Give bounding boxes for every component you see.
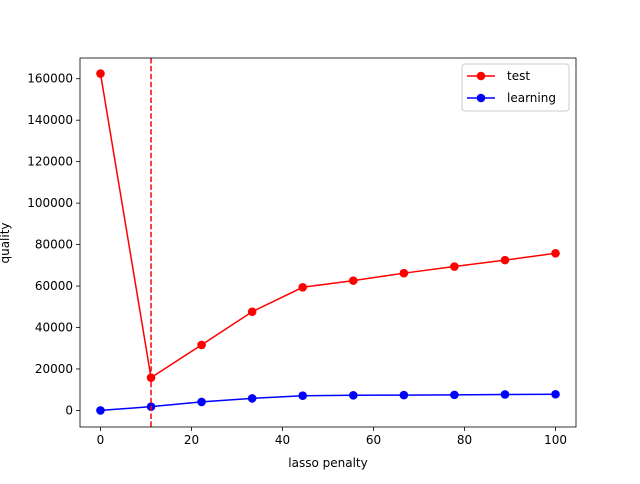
data-point-learning — [96, 406, 105, 415]
data-point-learning — [197, 397, 206, 407]
data-point-learning — [551, 389, 560, 399]
data-point-test — [500, 255, 510, 265]
legend-marker-test — [476, 71, 486, 81]
data-point-learning — [450, 390, 459, 400]
x-tick-label: 60 — [366, 433, 381, 447]
data-point-learning — [349, 390, 358, 400]
y-tick-label: 140000 — [27, 113, 73, 127]
data-point-learning — [399, 390, 409, 400]
series-line-test — [99, 73, 556, 379]
y-tick-label: 60000 — [35, 279, 73, 293]
data-point-learning — [500, 390, 510, 399]
legend-marker-learning — [476, 93, 486, 103]
plot-area: 0 20 40 60 80 100 0 20000 40000 60000 80000 100000 1… — [27, 57, 577, 447]
y-tick-label: 0 — [65, 403, 73, 417]
data-point-test — [551, 248, 560, 258]
data-point-test — [247, 307, 257, 317]
y-tick-label: 100000 — [27, 196, 73, 210]
legend-label-test: test — [507, 69, 530, 83]
data-point-learning — [298, 391, 307, 400]
x-tick-label: 80 — [457, 433, 472, 447]
legend: test learning — [461, 63, 570, 112]
x-tick-label: 40 — [275, 433, 290, 447]
y-tick-label: 40000 — [35, 320, 73, 334]
x-tick-label: 100 — [544, 433, 567, 447]
y-tick-label: 20000 — [35, 362, 73, 376]
y-tick-label: 120000 — [27, 155, 73, 169]
data-point-test — [450, 262, 459, 271]
data-point-test — [197, 340, 206, 350]
data-point-test — [96, 69, 105, 78]
data-point-test — [399, 268, 409, 278]
axes-frame — [79, 57, 577, 428]
y-tick-label: 80000 — [35, 238, 73, 252]
x-tick-label: 20 — [184, 433, 199, 447]
legend-label-learning: learning — [507, 91, 556, 105]
y-axis-label: quality — [0, 222, 12, 263]
data-point-test — [298, 282, 307, 292]
x-axis-label: lasso penalty — [288, 456, 367, 470]
data-point-learning — [247, 394, 257, 403]
series-line-learning — [100, 393, 556, 412]
data-point-test — [349, 276, 358, 285]
y-tick-label: 160000 — [27, 72, 73, 86]
x-tick-label: 0 — [97, 433, 105, 447]
